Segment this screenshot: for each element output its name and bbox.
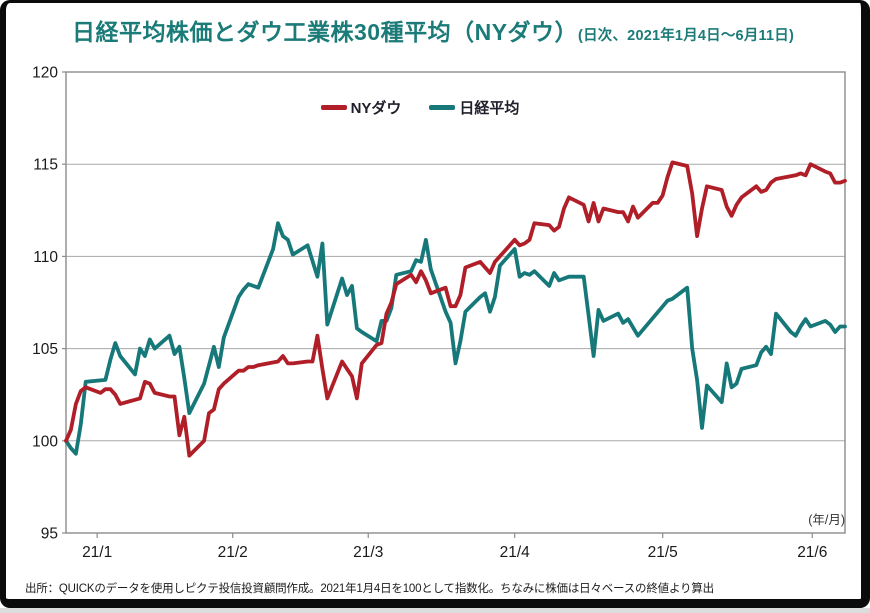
source-footnote: 出所：QUICKのデータを使用しピクテ投信投資顧問作成。2021年1月4日を10…: [25, 583, 714, 595]
x-axis-label-21/3: 21/3: [353, 544, 383, 561]
x-axis-label-21/6: 21/6: [797, 544, 827, 561]
legend-label-nikkei: 日経平均: [459, 99, 520, 117]
nydow-line-swatch: [320, 104, 347, 110]
x-axis-label-21/1: 21/1: [82, 544, 112, 561]
x-axis-label-21/5: 21/5: [648, 544, 678, 561]
window-bottom-strip: [0, 608, 870, 613]
chart-title: 日経平均株価とダウ工業株30種平均（NYダウ）(日次、2021年1月4日～6月1…: [12, 13, 854, 47]
legend-item-nydow: NYダウ: [320, 97, 402, 118]
series-line-nydow: [64, 160, 847, 458]
nikkei-line-swatch: [429, 104, 456, 110]
legend-label-nydow: NYダウ: [350, 99, 402, 117]
legend-item-nikkei: 日経平均: [429, 97, 519, 118]
x-axis-label-21/4: 21/4: [500, 544, 531, 561]
series-line-nikkei: [64, 221, 847, 456]
legend: NYダウ 日経平均: [290, 96, 550, 118]
axis-unit-label: (年/月): [808, 513, 845, 527]
y-axis-label-105: 105: [32, 341, 58, 358]
y-axis-label-115: 115: [33, 157, 58, 174]
y-axis-label-95: 95: [41, 526, 58, 543]
chart-title-main: 日経平均株価とダウ工業株30種平均（NYダウ）: [72, 19, 579, 45]
x-axis-label-21/2: 21/2: [218, 544, 248, 561]
chart-title-period: (日次、2021年1月4日～6月11日): [578, 28, 794, 44]
y-axis-label-120: 120: [32, 65, 58, 82]
y-axis-label-110: 110: [33, 249, 58, 266]
y-axis-label-100: 100: [32, 433, 58, 450]
plot-border: [65, 71, 846, 534]
